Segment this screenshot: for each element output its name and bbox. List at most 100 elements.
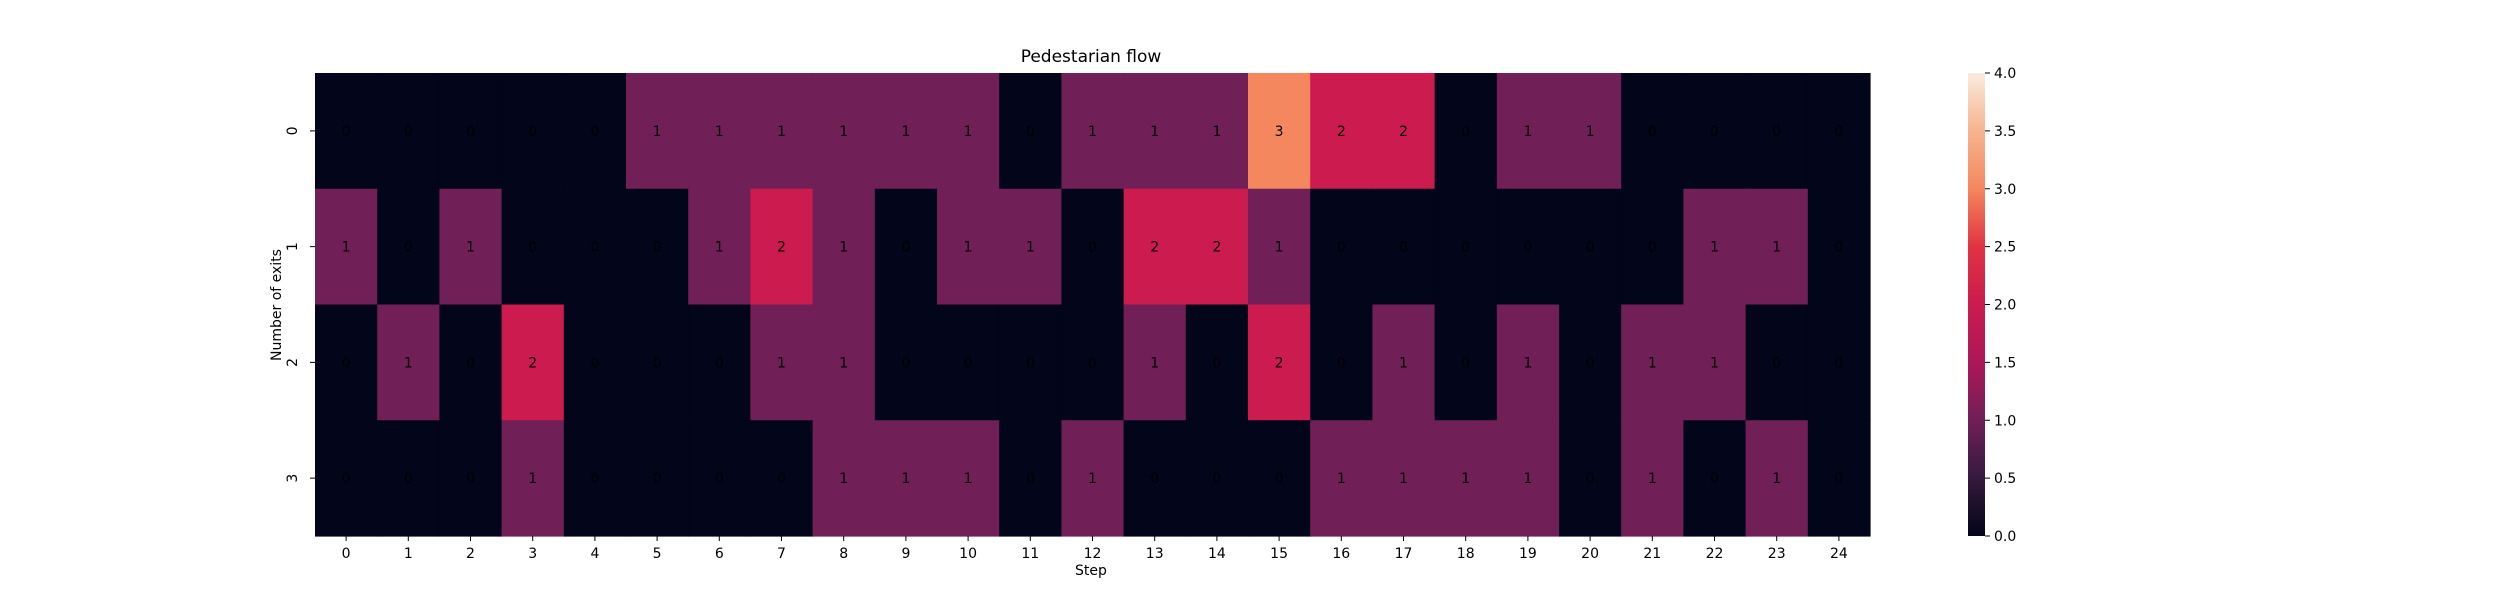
heatmap-cell — [1310, 420, 1373, 537]
cell-value-label: 0 — [1088, 240, 1097, 256]
cell-value-label: 2 — [1150, 240, 1159, 256]
heatmap-cell — [1434, 304, 1498, 421]
heatmap-cell — [501, 420, 565, 537]
heatmap-cell — [1496, 188, 1560, 306]
cell-value-label: 0 — [342, 355, 351, 371]
colorbar-tick-label: 0.0 — [1994, 529, 2016, 545]
cell-value-label: 0 — [1088, 355, 1097, 371]
cell-value-label: 0 — [466, 124, 475, 140]
cell-value-label: 0 — [715, 355, 724, 371]
cell-value-label: 0 — [404, 471, 413, 487]
cell-value-label: 0 — [1337, 240, 1346, 256]
cell-value-label: 0 — [1710, 124, 1719, 140]
heatmap-cell — [750, 188, 814, 306]
y-tick-label: 0 — [285, 126, 301, 135]
cell-value-label: 2 — [1337, 124, 1346, 140]
heatmap-cell — [1683, 304, 1747, 421]
heatmap-cell — [1185, 420, 1249, 537]
heatmap-cell — [999, 73, 1062, 190]
cell-value-label: 1 — [901, 124, 910, 140]
cell-value-label: 0 — [1648, 124, 1657, 140]
heatmap-cell — [563, 188, 627, 306]
cell-value-label: 0 — [653, 471, 662, 487]
x-tick-label: 23 — [1768, 546, 1786, 562]
heatmap-cell — [999, 304, 1062, 421]
cell-value-label: 3 — [1275, 124, 1284, 140]
heatmap-cell — [1310, 73, 1373, 190]
cell-value-label: 0 — [1834, 240, 1843, 256]
heatmap-cell — [626, 420, 689, 537]
heatmap-cell — [1559, 420, 1622, 537]
x-tick-label: 6 — [715, 546, 724, 562]
cell-value-label: 1 — [777, 355, 786, 371]
heatmap-cell — [812, 73, 876, 190]
colorbar-ticks: 0.0 0.5 1.0 1.5 2.0 2.5 3.0 3.5 4.0 — [1985, 66, 2016, 545]
x-tick-label: 5 — [653, 546, 662, 562]
cell-value-label: 1 — [715, 240, 724, 256]
x-tick-label: 0 — [342, 546, 351, 562]
cell-value-label: 0 — [1648, 240, 1657, 256]
heatmap-cell — [377, 420, 440, 537]
colorbar-tick-label: 4.0 — [1994, 66, 2016, 82]
cell-value-label: 0 — [1586, 355, 1595, 371]
cell-value-label: 1 — [1772, 240, 1781, 256]
y-tick-label: 1 — [285, 242, 301, 251]
heatmap-cell — [1372, 188, 1436, 306]
x-tick-label: 8 — [839, 546, 848, 562]
cell-value-label: 1 — [901, 471, 910, 487]
heatmap-cell — [1683, 73, 1747, 190]
cell-value-label: 0 — [777, 471, 786, 487]
heatmap-cell — [812, 304, 876, 421]
cell-value-label: 0 — [590, 471, 599, 487]
x-tick-label: 16 — [1332, 546, 1350, 562]
heatmap-cell — [563, 73, 627, 190]
heatmap-cell — [626, 304, 689, 421]
x-tick-label: 24 — [1830, 546, 1848, 562]
heatmap-cell — [315, 304, 378, 421]
colorbar-tick-label: 1.0 — [1994, 413, 2016, 429]
colorbar-tick-label: 0.5 — [1994, 471, 2016, 487]
heatmap-cell — [1248, 420, 1311, 537]
heatmap-cell — [874, 73, 938, 190]
x-tick-label: 15 — [1270, 546, 1288, 562]
heatmap-cell — [501, 73, 565, 190]
heatmap-cell — [1559, 73, 1622, 190]
colorbar-tick-label: 1.5 — [1994, 355, 2016, 371]
cell-value-label: 2 — [1399, 124, 1408, 140]
cell-value-label: 1 — [715, 124, 724, 140]
cell-value-label: 0 — [342, 124, 351, 140]
cell-value-label: 0 — [715, 471, 724, 487]
heatmap-cell — [439, 420, 503, 537]
cell-value-label: 1 — [839, 355, 848, 371]
x-tick-label: 14 — [1208, 546, 1226, 562]
heatmap-cell — [1434, 188, 1498, 306]
heatmap-cell — [1745, 420, 1809, 537]
x-tick-label: 12 — [1084, 546, 1102, 562]
heatmap-cells — [315, 73, 1871, 537]
cell-value-label: 1 — [1710, 355, 1719, 371]
heatmap-cell — [1496, 304, 1560, 421]
cell-value-label: 0 — [653, 240, 662, 256]
cell-value-label: 0 — [901, 240, 910, 256]
colorbar-tick-label: 2.0 — [1994, 298, 2016, 314]
cell-value-label: 0 — [590, 124, 599, 140]
x-tick-label: 19 — [1519, 546, 1537, 562]
x-tick-label: 18 — [1457, 546, 1475, 562]
cell-value-label: 0 — [1212, 355, 1221, 371]
heatmap-cell — [1621, 304, 1684, 421]
cell-value-label: 2 — [528, 355, 537, 371]
x-tick-label: 17 — [1395, 546, 1413, 562]
heatmap-cell — [1745, 304, 1809, 421]
heatmap-cell — [750, 420, 814, 537]
cell-value-label: 1 — [964, 240, 973, 256]
heatmap-cell — [1559, 304, 1622, 421]
cell-value-label: 0 — [1772, 124, 1781, 140]
cell-value-label: 2 — [1275, 355, 1284, 371]
cell-value-label: 1 — [1523, 124, 1532, 140]
cell-value-label: 0 — [466, 471, 475, 487]
heatmap-cell-labels: 0 0 0 0 0 1 1 1 1 1 1 0 1 1 1 3 2 2 0 1 1 0 0 0 0 1 0 1 0 0 0 1 2 1 0 1 1 0 2 2… — [342, 124, 1844, 487]
cell-value-label: 1 — [404, 355, 413, 371]
cell-value-label: 1 — [1026, 240, 1035, 256]
x-tick-label: 1 — [404, 546, 413, 562]
cell-value-label: 1 — [1212, 124, 1221, 140]
